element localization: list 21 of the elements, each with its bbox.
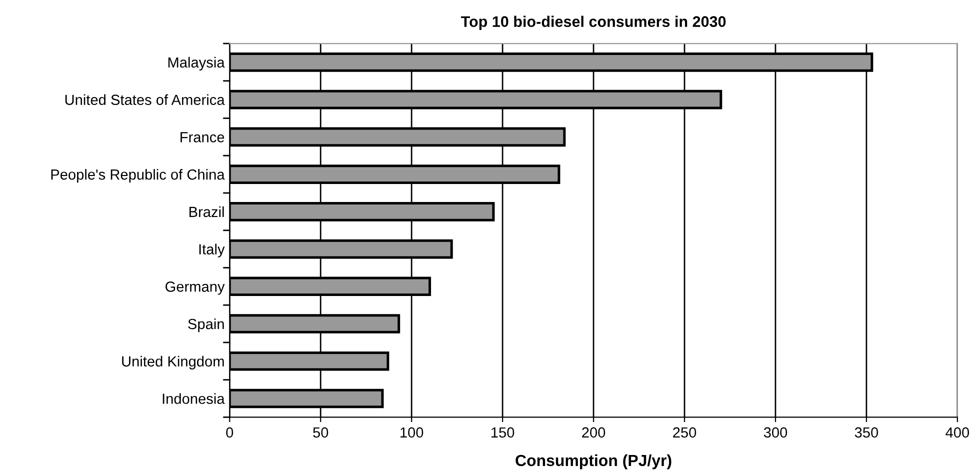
x-axis-title: Consumption (PJ/yr) [516, 454, 672, 470]
y-tick-label: Brazil [190, 206, 224, 218]
y-tick-label: Germany [166, 282, 225, 295]
x-tick-label: 200 [582, 427, 606, 438]
chart-title: Top 10 bio-diesel consumers in 2030 [460, 16, 726, 30]
x-tick-label: 300 [764, 427, 788, 438]
x-tick-label: 50 [313, 427, 328, 438]
x-tick-label: 350 [854, 427, 878, 438]
x-tick-label: 150 [492, 427, 514, 438]
x-tick-label: 400 [946, 427, 970, 438]
x-tick-label: 250 [673, 427, 696, 438]
y-tick-label: Indonesia [162, 393, 225, 404]
y-tick-label: France [180, 132, 224, 142]
y-tick-label: People's Republic of China [51, 169, 225, 183]
y-tick-label: Spain [188, 318, 224, 332]
y-tick-label: United Kingdom [122, 356, 224, 370]
y-tick-label: Italy [199, 244, 225, 258]
y-tick-label: Malaysia [168, 56, 225, 71]
x-tick-label: 0 [226, 427, 234, 438]
x-tick-label: 100 [400, 427, 424, 438]
y-tick-label: United States of America [65, 94, 225, 105]
